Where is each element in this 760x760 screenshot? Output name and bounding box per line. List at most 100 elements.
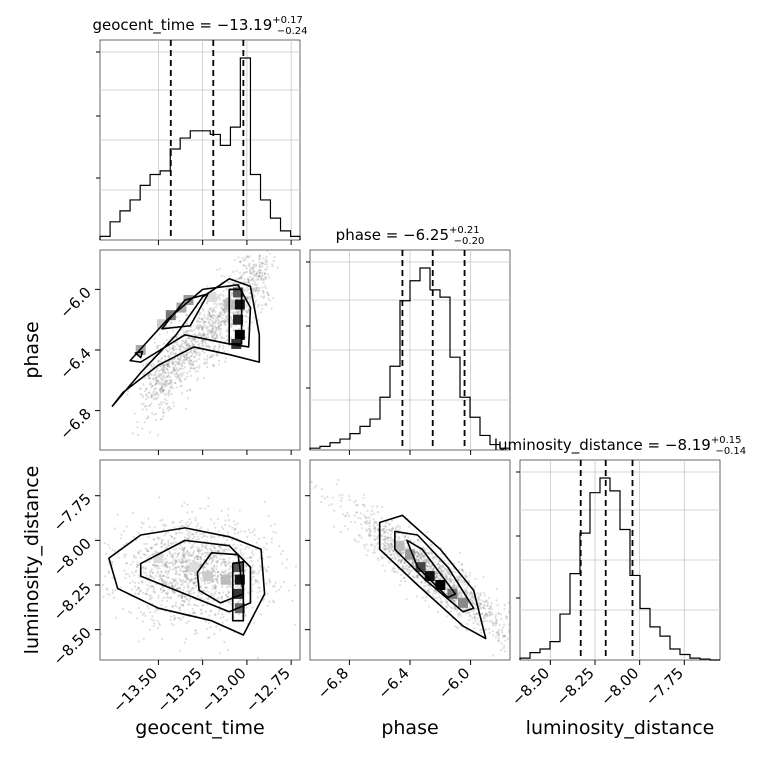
sample-point [243,278,246,281]
sample-point [173,345,177,348]
sample-point [402,576,406,580]
sample-point [197,377,200,380]
sample-point [165,338,168,342]
sample-point [161,387,164,390]
contour-line [231,560,245,622]
sample-point [249,269,252,272]
density-cell [435,580,446,590]
sample-point [370,513,373,516]
sample-point [216,327,219,330]
sample-point [242,552,245,555]
sample-point [259,613,263,616]
sample-point [452,584,455,588]
sample-point [207,344,210,347]
sample-point [263,285,267,288]
sample-point [401,564,404,567]
sample-point [457,615,460,619]
sample-point [136,426,139,429]
sample-point [206,332,210,335]
sample-point [178,377,181,380]
sample-point [192,559,196,563]
sample-point [186,525,189,528]
sample-point [458,575,461,578]
sample-point [156,347,159,350]
sample-point [159,389,162,392]
sample-point [202,333,205,336]
sample-point [465,575,468,578]
sample-point [225,320,228,323]
sample-point [167,363,170,366]
sample-point [162,374,166,377]
sample-point [232,659,235,660]
sample-point [256,278,260,281]
sample-point [209,315,213,318]
sample-point [401,565,404,568]
sample-point [337,478,340,482]
sample-point [184,523,188,526]
sample-point [263,303,267,306]
sample-point [194,629,197,632]
sample-point [390,528,393,531]
sample-point [178,650,181,653]
sample-point [184,342,188,345]
sample-point [202,567,205,571]
sample-point [196,546,199,549]
sample-point [205,603,208,606]
sample-point [104,552,107,555]
sample-point [363,521,366,524]
sample-point [186,344,189,347]
sample-point [180,599,184,603]
sample-point [146,550,149,553]
sample-point [167,363,170,367]
sample-point [238,271,242,274]
sample-point [210,568,213,571]
sample-point [358,534,361,537]
sample-point [139,392,142,396]
sample-point [256,572,259,575]
sample-point [207,311,211,314]
sample-point [251,259,255,262]
sample-point [209,314,212,318]
sample-point [159,373,163,376]
sample-point [447,570,450,573]
sample-point [210,308,213,311]
sample-point [111,576,114,579]
sample-point [382,547,385,550]
sample-point [474,620,477,623]
sample-point [170,392,173,396]
sample-point [376,523,379,526]
sample-point [190,350,193,354]
sample-point [198,366,201,370]
sample-point [223,321,226,324]
sample-point [218,629,222,632]
density-cell [233,588,244,599]
sample-point [155,393,158,397]
sample-point [258,274,261,278]
sample-point [210,330,213,334]
sample-point [185,529,188,532]
sample-point [182,353,186,356]
sample-point [179,589,182,592]
sample-point [137,531,140,534]
sample-point [428,562,431,565]
sample-point [505,617,508,620]
sample-point [149,547,152,550]
sample-point [146,394,149,397]
sample-point [440,568,443,571]
sample-point [238,586,242,589]
sample-point [180,525,183,528]
sample-point [207,598,210,601]
sample-point [446,615,449,618]
sample-point [200,552,203,556]
sample-point [173,348,176,351]
sample-point [152,585,155,588]
sample-point [233,532,236,535]
sample-point [208,614,211,617]
sample-point [490,613,493,616]
sample-point [529,661,531,663]
sample-point [196,549,200,552]
sample-point [237,277,240,280]
sample-point [265,542,268,545]
sample-point [111,561,114,564]
sample-point [411,561,414,564]
